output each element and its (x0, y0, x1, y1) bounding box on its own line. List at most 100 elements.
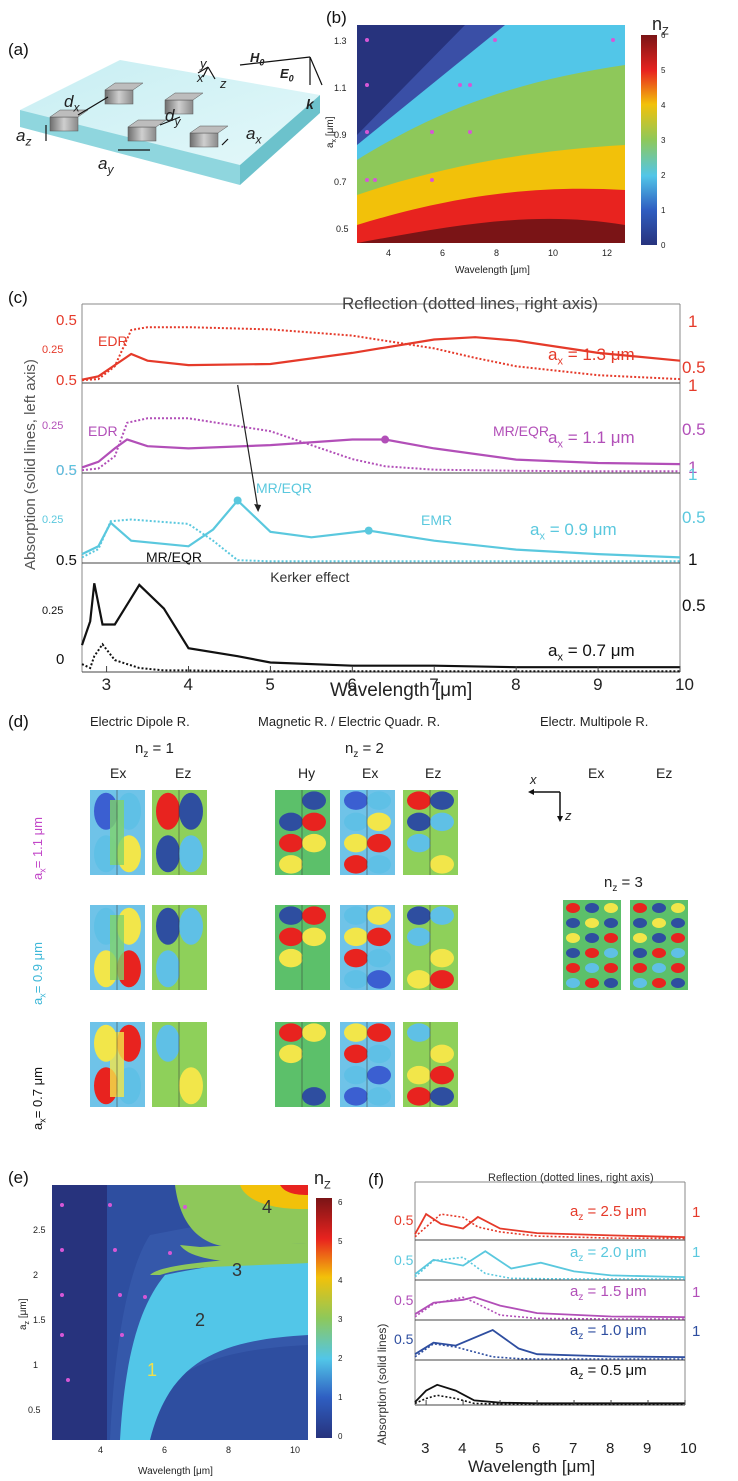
chart-c-annotation: MR/EQR (493, 423, 549, 439)
map-b-ytick: 0.9 (334, 130, 347, 140)
dimension-arrows (45, 96, 229, 151)
map-e-region-2: 2 (195, 1310, 206, 1330)
chart-c-absorption-line (81, 498, 681, 559)
map-b-xtick: 6 (440, 248, 446, 258)
chart-f-xtick: 4 (458, 1440, 467, 1457)
chart-c-right-tick: 0.5 (682, 596, 706, 615)
map-e-colorbar-title-sub: Z (324, 1179, 331, 1192)
chart-c-ylabel: Absorption (solid lines, left axis) (22, 359, 39, 570)
map-b-xtick: 8 (494, 248, 500, 258)
axes-x-label: x (530, 772, 537, 787)
chart-c-left-tick: 0.25 (42, 514, 64, 526)
row-2-val: = 0.9 μm (30, 942, 45, 994)
chart-c-xtick: 9 (593, 675, 603, 694)
chart-f-left-tick: 0.5 (394, 1252, 414, 1268)
chart-c-left-tick: 0.5 (56, 552, 77, 569)
chart-f-xtick: 8 (606, 1440, 615, 1457)
chart-f-xlabel: Wavelength [μm] (468, 1457, 596, 1476)
map-b-colorbar-title-n: n (652, 14, 663, 34)
chart-c-annotation: EDR (98, 333, 128, 349)
row-3-sub: x (37, 1118, 48, 1123)
ay-subscript: y (107, 162, 114, 177)
field-map-r3-c5 (403, 1022, 458, 1107)
panel-label-d: (d) (8, 712, 29, 731)
row-1-val: = 1.1 μm (30, 817, 45, 869)
series-sub: x (557, 355, 563, 368)
field-map-r2-c1 (90, 905, 145, 990)
chart-f-left-tick: 0.5 (394, 1212, 414, 1228)
row-3-val: = 0.7 μm (30, 1067, 45, 1119)
az-symbol: a (16, 126, 26, 145)
map-b-colorbar-tick: 5 (661, 66, 666, 75)
chart-c-peak-marker (381, 435, 390, 444)
chart-c-peak-marker (233, 496, 242, 505)
chart-c-series-label: ax = 1.3 μm (548, 345, 635, 367)
chart-f-absorption-line (414, 1328, 686, 1358)
chart-f-series-label: az = 1.5 μm (570, 1283, 647, 1303)
axis-y-label: y (200, 56, 207, 71)
ax-symbol: a (246, 124, 256, 143)
panel-label-a: (a) (8, 40, 29, 59)
panel-label-e: (e) (8, 1168, 29, 1187)
map-e-ylabel: az [μm] (18, 1299, 31, 1331)
chart-c-title: Reflection (dotted lines, right axis) (342, 294, 599, 313)
map-b-xtick: 12 (602, 248, 613, 258)
map-b-ytick: 1.1 (334, 83, 347, 93)
chart-f-right-tick: 1 (692, 1204, 701, 1221)
chart-f-left-tick: 0.5 (394, 1331, 414, 1347)
group-2-nz-n: n (345, 740, 354, 757)
chart-c-annotation: MR/EQR (256, 480, 312, 496)
series-sub: x (557, 438, 563, 451)
chart-c-right-tick: 0.5 (682, 508, 706, 527)
metasurface-schematic (20, 56, 323, 185)
series-sub: x (539, 530, 545, 543)
group-2-nz-val: = 2 (358, 740, 384, 757)
chart-c-xlabel: Wavelength [μm] (330, 680, 473, 701)
series-a: a (548, 428, 558, 447)
chart-c-peak-marker (364, 526, 373, 535)
chart-c-xtick: 3 (101, 675, 112, 694)
chart-f-series-label: az = 2.5 μm (570, 1203, 647, 1223)
chart-c-xtick: 8 (511, 675, 521, 694)
col-g2-hy: Hy (298, 765, 316, 781)
group-1-nz-val: = 1 (148, 740, 174, 757)
map-e-ytick: 2.5 (33, 1225, 46, 1235)
dx-subscript: x (73, 100, 80, 115)
k-label: k (306, 96, 314, 112)
map-e-region-4: 4 (262, 1197, 273, 1217)
field-map-r1-c5 (403, 790, 458, 875)
row-label-2: ax= 0.9 μm (30, 942, 48, 1005)
map-e-colorbar-tick: 6 (338, 1198, 343, 1207)
axes-z-label: z (565, 808, 572, 823)
series-sub: x (557, 651, 563, 664)
map-e-xlabel: Wavelength [μm] (138, 1466, 213, 1477)
group-1-nz: nz = 1 (135, 740, 174, 760)
chart-f-reflection-line (414, 1342, 685, 1360)
chart-f-right-tick: 1 (692, 1284, 701, 1301)
dy-symbol: d (165, 106, 175, 125)
map-b-ylabel-a: a (325, 142, 336, 148)
map-b-ytick: 0.7 (334, 177, 347, 187)
chart-c-left-tick: 0.5 (56, 372, 77, 389)
map-b-xtick: 10 (548, 248, 559, 258)
chart-c-right-tick: 1 (688, 458, 698, 477)
map-b-colorbar-tick: 6 (661, 31, 666, 40)
ax-label: ax (246, 124, 261, 146)
kerker-arrow (237, 384, 259, 511)
map-b-colorbar-title: nZ (652, 14, 669, 38)
series-val: = 1.1 μm (562, 428, 635, 447)
map-b-colorbar-title-sub: Z (662, 25, 669, 38)
row-1-sub: x (37, 868, 48, 873)
map-e-ytick: 0.5 (28, 1405, 41, 1415)
group-2-nz-sub: z (353, 749, 359, 760)
dy-label: dy (165, 106, 180, 128)
map-b-ytick: 1.3 (334, 36, 347, 46)
panel-label-b: (b) (326, 8, 347, 27)
chart-c-absorption-line (80, 583, 680, 669)
chart-c-annotation: MR/EQR (146, 549, 202, 565)
h0-subscript: 0 (259, 57, 265, 68)
chart-c-right-tick: 1 (688, 312, 698, 331)
chart-c-xtick: 6 (347, 675, 357, 694)
map-b-plot (357, 25, 625, 243)
map-b-ytick: 0.5 (336, 224, 349, 234)
